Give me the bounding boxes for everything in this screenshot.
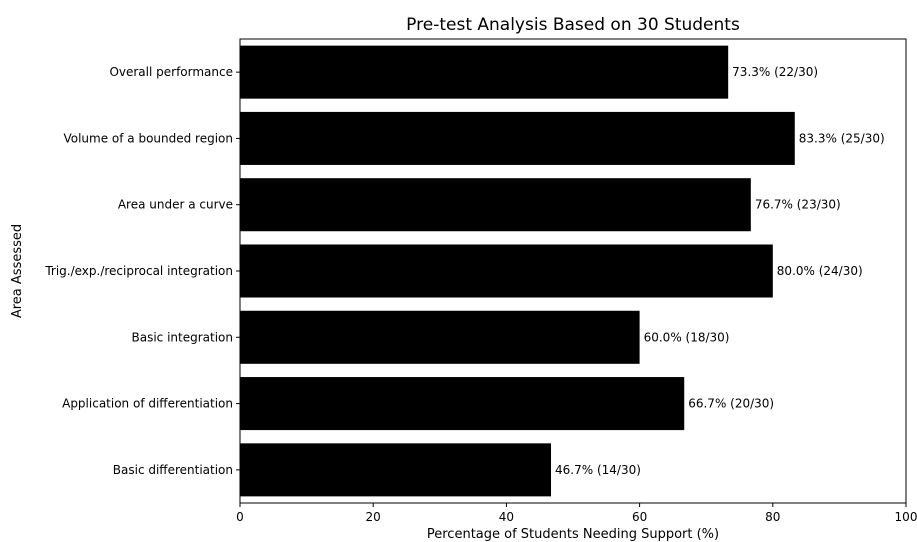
category-label: Trig./exp./reciprocal integration (44, 264, 233, 278)
x-tick-label: 60 (632, 510, 647, 524)
x-tick-label: 100 (895, 510, 917, 524)
data-label: 76.7% (23/30) (755, 198, 841, 212)
x-tick-label: 20 (366, 510, 381, 524)
bar (240, 178, 751, 232)
x-axis-label: Percentage of Students Needing Support (… (427, 527, 719, 542)
category-label: Basic differentiation (113, 463, 233, 477)
bar (240, 45, 729, 99)
data-label: 60.0% (18/30) (644, 330, 730, 344)
data-label: 46.7% (14/30) (555, 463, 641, 477)
bar (240, 310, 640, 364)
x-tick-label: 0 (236, 510, 244, 524)
bar (240, 244, 773, 298)
category-label: Area under a curve (118, 198, 233, 212)
bar (240, 111, 795, 165)
category-label: Volume of a bounded region (63, 131, 233, 145)
category-labels-group: Overall performance Volume of a bounded r… (44, 65, 240, 477)
data-label: 80.0% (24/30) (777, 264, 863, 278)
x-tick-label: 80 (765, 510, 780, 524)
x-axis-group: 0 20 40 60 80 100 (236, 503, 917, 524)
category-label: Overall performance (109, 65, 233, 79)
chart-title: Pre-test Analysis Based on 30 Students (406, 15, 740, 35)
bar (240, 443, 552, 497)
category-label: Application of differentiation (62, 397, 233, 411)
category-label: Basic integration (131, 330, 233, 344)
x-tick-label: 40 (499, 510, 514, 524)
y-axis-label: Area Assessed (10, 224, 25, 318)
bar (240, 377, 685, 431)
data-label: 66.7% (20/30) (688, 397, 774, 411)
data-label: 73.3% (22/30) (732, 65, 818, 79)
bars-group: 73.3% (22/30) 83.3% (25/30) 76.7% (23/30) 8… (240, 45, 885, 497)
data-label: 83.3% (25/30) (799, 131, 885, 145)
